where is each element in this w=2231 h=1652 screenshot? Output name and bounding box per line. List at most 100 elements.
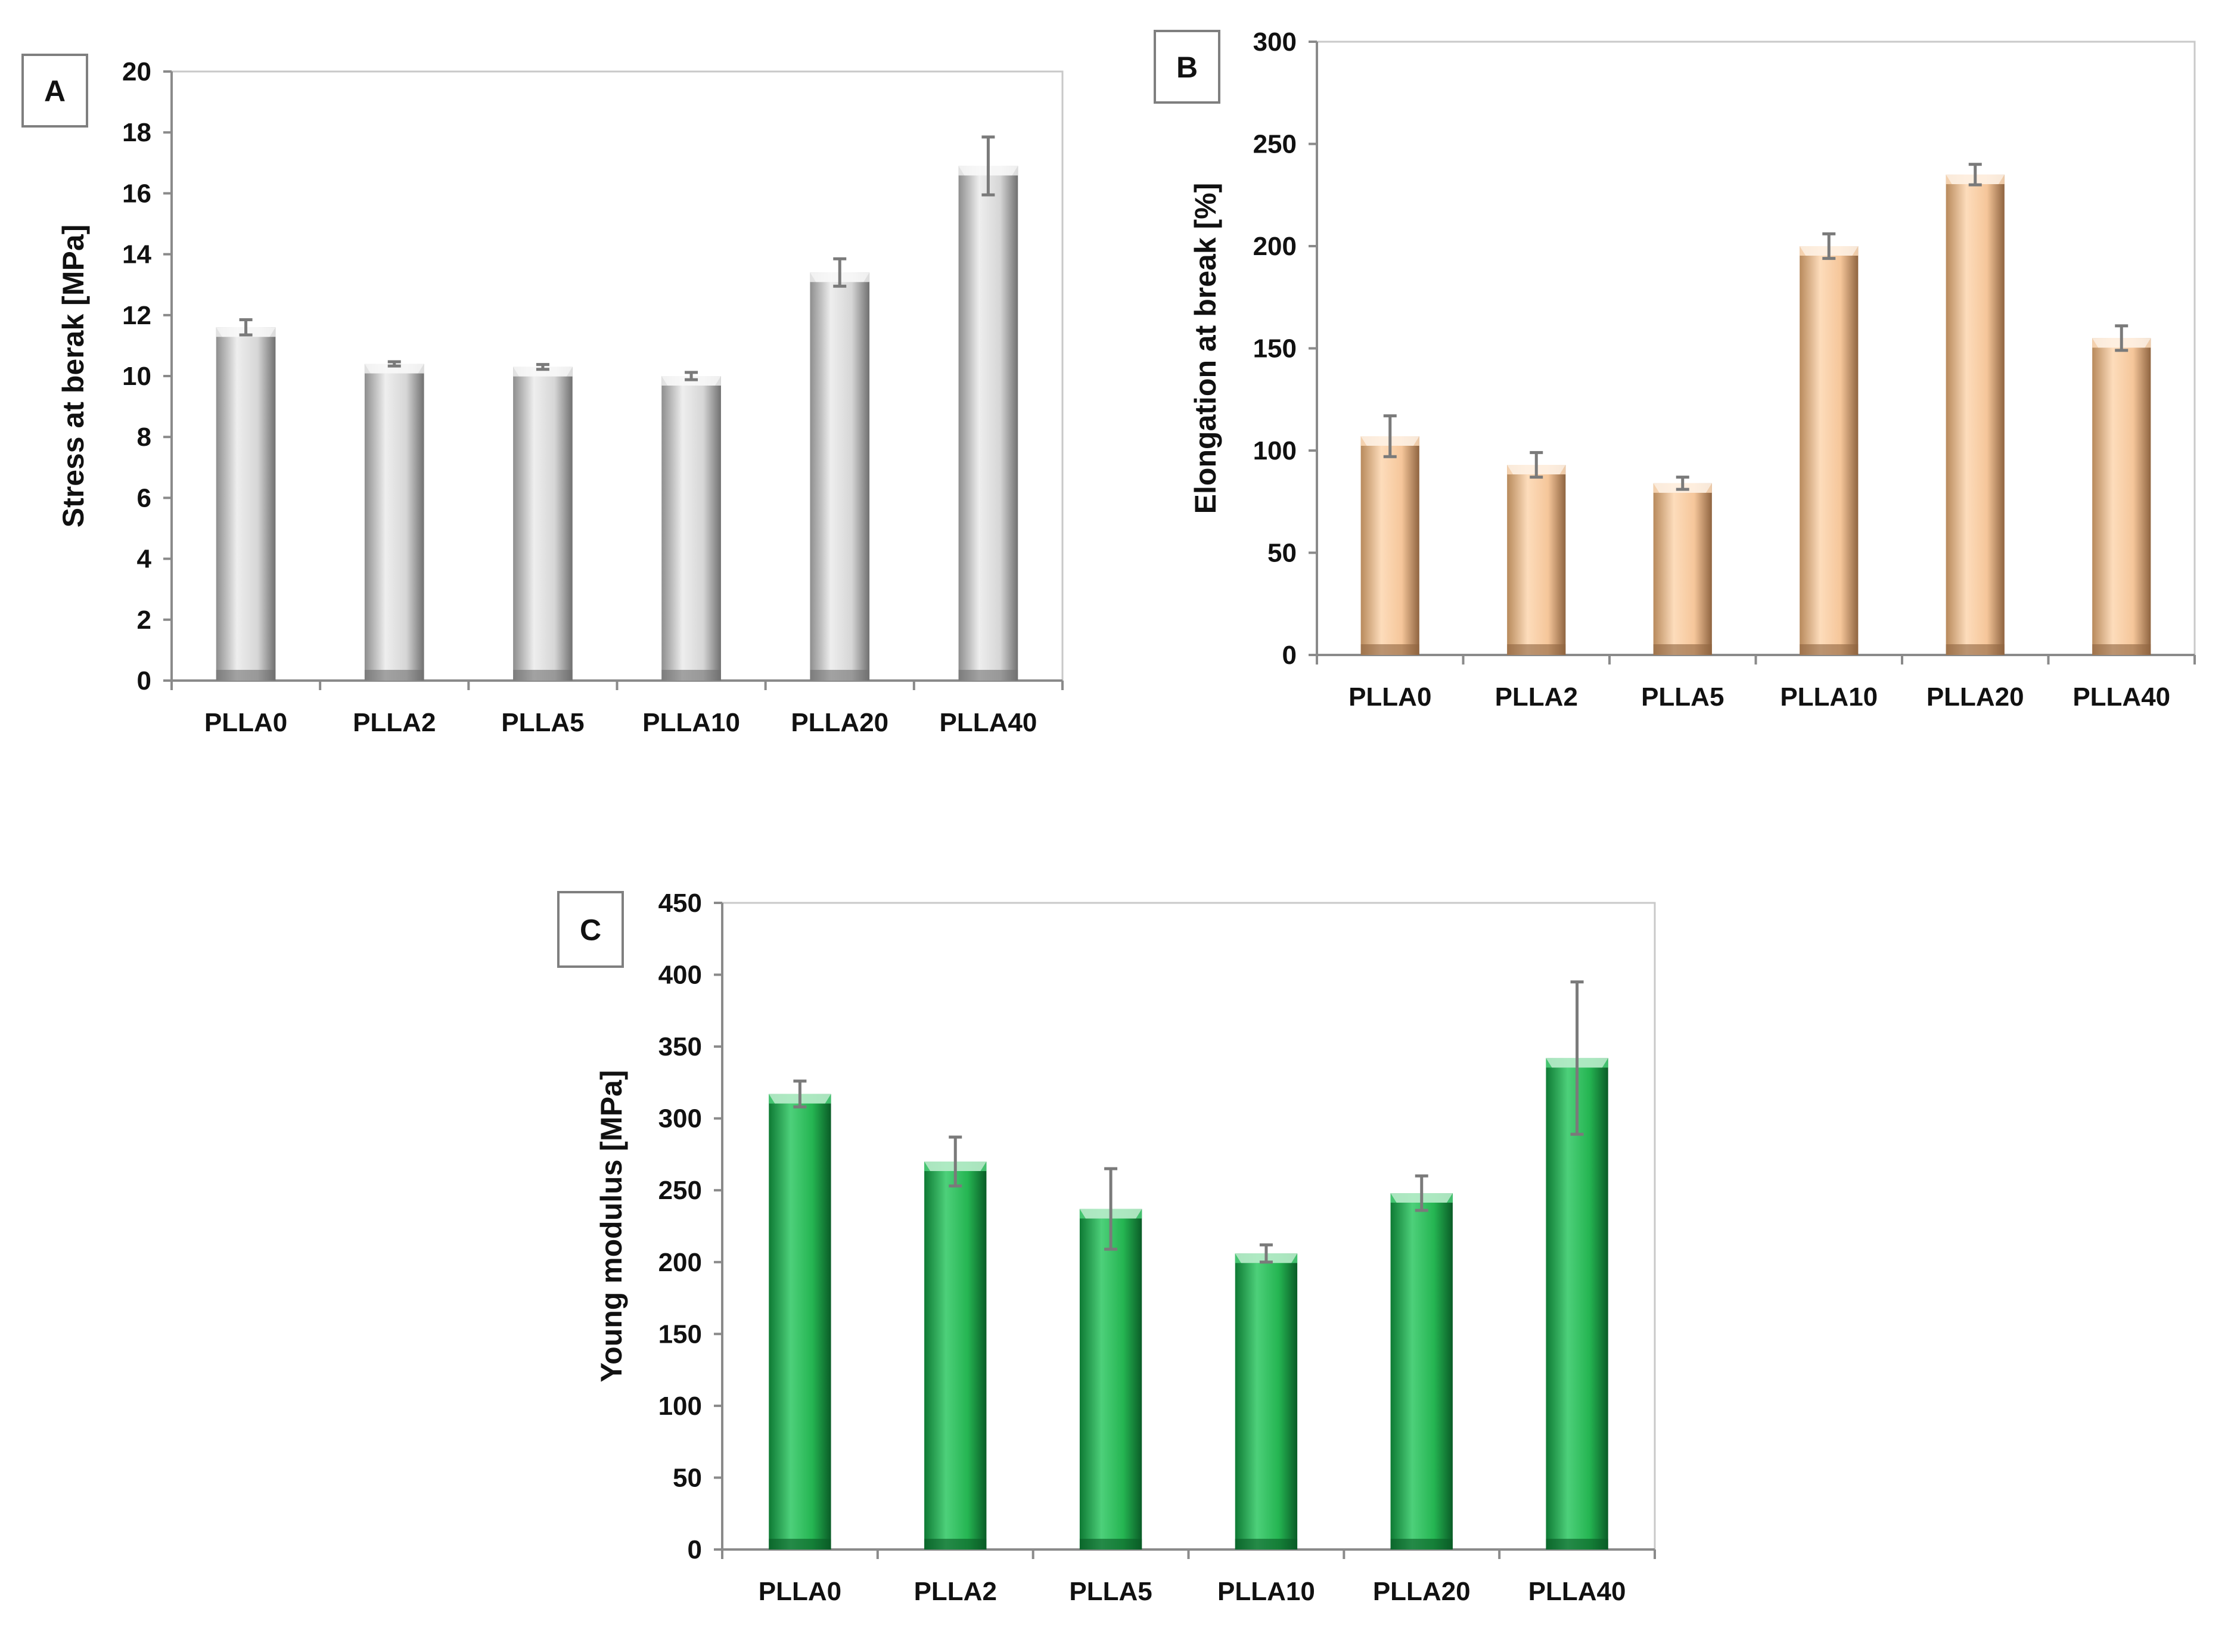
y-tick-label: 150 bbox=[1253, 334, 1297, 364]
bar-base-shadow bbox=[1800, 644, 1859, 655]
y-tick-label: 18 bbox=[122, 118, 151, 147]
y-tick-label: 400 bbox=[658, 961, 702, 990]
y-tick-label: 200 bbox=[658, 1248, 702, 1277]
x-tick-label-plla40: PLLA40 bbox=[1528, 1577, 1626, 1606]
y-tick-label: 14 bbox=[122, 240, 151, 269]
bar-plla0 bbox=[216, 327, 276, 681]
bar-plla5 bbox=[1653, 483, 1712, 655]
bar-plla40 bbox=[2092, 338, 2151, 655]
y-tick-label: 450 bbox=[658, 889, 702, 918]
x-tick-label-plla10: PLLA10 bbox=[1217, 1577, 1315, 1606]
y-tick-label: 250 bbox=[658, 1176, 702, 1205]
panel-label: B bbox=[1176, 51, 1198, 84]
y-tick-label: 250 bbox=[1253, 130, 1297, 159]
y-tick-label: 50 bbox=[673, 1463, 702, 1492]
bar-plla5 bbox=[513, 367, 573, 681]
panel-label-box bbox=[1154, 30, 1220, 104]
bar-plla20 bbox=[1390, 1193, 1453, 1549]
bar-plla2 bbox=[1507, 465, 1566, 655]
bar-plla0 bbox=[1360, 436, 1419, 655]
bar-plla40 bbox=[958, 166, 1018, 681]
x-tick-label-plla2: PLLA2 bbox=[914, 1577, 997, 1606]
y-tick-label: 200 bbox=[1253, 232, 1297, 261]
bar-base-shadow bbox=[1546, 1539, 1608, 1549]
panel-label-box bbox=[21, 54, 88, 128]
x-tick-label-plla40: PLLA40 bbox=[2072, 682, 2170, 712]
x-tick-label-plla40: PLLA40 bbox=[940, 708, 1037, 737]
y-tick-label: 16 bbox=[122, 179, 151, 208]
bar-base-shadow bbox=[924, 1539, 987, 1549]
bar-base-shadow bbox=[1507, 644, 1566, 655]
plot-area-b bbox=[1316, 41, 2196, 656]
y-tick-label: 0 bbox=[1282, 641, 1297, 670]
x-tick-label-plla2: PLLA2 bbox=[1495, 682, 1578, 712]
x-tick-label-plla5: PLLA5 bbox=[501, 708, 584, 737]
x-tick-label-plla0: PLLA0 bbox=[1348, 682, 1431, 712]
bar-plla5 bbox=[1079, 1209, 1142, 1549]
bar-base-shadow bbox=[364, 670, 424, 681]
bar-base-shadow bbox=[958, 670, 1018, 681]
bar-plla2 bbox=[924, 1162, 987, 1549]
y-tick-label: 300 bbox=[1253, 27, 1297, 57]
x-tick-label-plla20: PLLA20 bbox=[1373, 1577, 1471, 1606]
y-tick-label: 0 bbox=[137, 666, 151, 695]
bar-plla2 bbox=[364, 364, 424, 681]
y-tick-label: 100 bbox=[658, 1392, 702, 1421]
bar-base-shadow bbox=[661, 670, 721, 681]
bar-plla0 bbox=[769, 1094, 831, 1549]
bar-plla20 bbox=[810, 272, 870, 681]
bar-base-shadow bbox=[1653, 644, 1712, 655]
y-tick-label: 8 bbox=[137, 423, 151, 452]
y-tick-label: 20 bbox=[122, 57, 151, 86]
bar-base-shadow bbox=[216, 670, 276, 681]
panel-label: A bbox=[44, 74, 66, 108]
bar-base-shadow bbox=[810, 670, 870, 681]
y-tick-label: 2 bbox=[137, 605, 151, 635]
bar-top-shine bbox=[364, 364, 424, 374]
chart-b: 0 50 100 150 200 250 300 PLLA0 PLLA2 PLLA5 PLLA10 P… bbox=[1154, 27, 2196, 712]
chart-a: 0 2 4 6 8 10 12 14 16 18 20 PLLA0 PLLA2 PLLA5 PLLA10 PL… bbox=[21, 54, 1064, 737]
y-tick-label: 300 bbox=[658, 1104, 702, 1134]
chart-c: 0 50 100 150 200 250 300 350 400 450 PLLA0 PLLA2 PLL… bbox=[557, 889, 1656, 1606]
y-axis-title: Young modulus [MPa] bbox=[595, 1070, 628, 1382]
bar-plla40 bbox=[1546, 1058, 1608, 1549]
plot-area-a bbox=[170, 70, 1064, 682]
y-tick-label: 50 bbox=[1267, 539, 1297, 568]
bar-plla10 bbox=[661, 376, 721, 681]
y-axis-title: Stress at berak [MPa] bbox=[57, 225, 90, 528]
bar-base-shadow bbox=[1079, 1539, 1142, 1549]
x-tick-label-plla20: PLLA20 bbox=[1927, 682, 2024, 712]
bar-base-shadow bbox=[1390, 1539, 1453, 1549]
bar-plla10 bbox=[1235, 1253, 1298, 1549]
y-tick-label: 350 bbox=[658, 1032, 702, 1061]
y-tick-label: 150 bbox=[658, 1319, 702, 1349]
bar-base-shadow bbox=[2092, 644, 2151, 655]
bar-base-shadow bbox=[1360, 644, 1419, 655]
panel-label: C bbox=[580, 914, 601, 947]
bar-plla10 bbox=[1800, 246, 1859, 655]
y-tick-label: 12 bbox=[122, 301, 151, 330]
x-tick-label-plla0: PLLA0 bbox=[759, 1577, 841, 1606]
y-axis-title: Elongation at break [%] bbox=[1189, 183, 1222, 514]
y-tick-label: 0 bbox=[688, 1535, 702, 1564]
y-tick-label: 4 bbox=[137, 545, 152, 574]
bar-top-shine bbox=[513, 367, 573, 377]
bar-base-shadow bbox=[769, 1539, 831, 1549]
x-tick-label-plla5: PLLA5 bbox=[1069, 1577, 1152, 1606]
x-tick-label-plla10: PLLA10 bbox=[1780, 682, 1878, 712]
plot-area-c bbox=[721, 902, 1656, 1551]
x-tick-label-plla20: PLLA20 bbox=[791, 708, 888, 737]
x-tick-label-plla2: PLLA2 bbox=[353, 708, 436, 737]
bar-base-shadow bbox=[513, 670, 573, 681]
x-tick-label-plla10: PLLA10 bbox=[642, 708, 740, 737]
y-tick-label: 6 bbox=[137, 483, 151, 513]
x-tick-label-plla5: PLLA5 bbox=[1641, 682, 1724, 712]
y-tick-label: 10 bbox=[122, 362, 151, 391]
bar-base-shadow bbox=[1235, 1539, 1298, 1549]
panel-label-box bbox=[557, 891, 624, 968]
x-tick-label-plla0: PLLA0 bbox=[204, 708, 287, 737]
bar-base-shadow bbox=[1946, 644, 2005, 655]
bar-plla20 bbox=[1946, 174, 2005, 655]
y-tick-label: 100 bbox=[1253, 436, 1297, 465]
